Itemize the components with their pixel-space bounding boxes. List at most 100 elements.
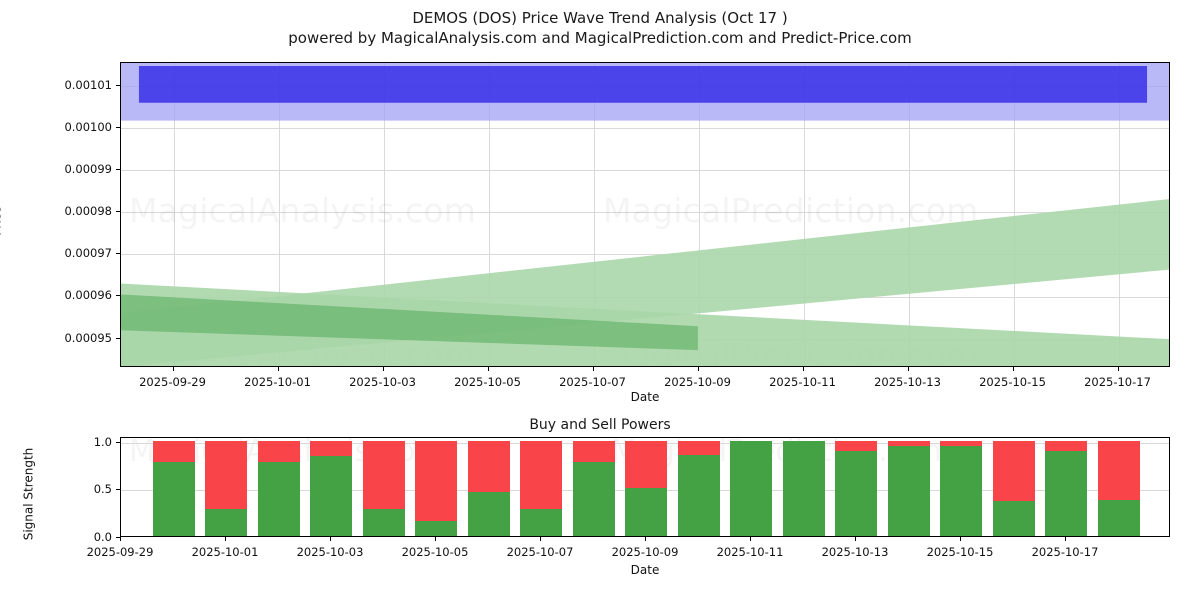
power-bar[interactable] [940, 438, 982, 536]
power-x-tick-mark [750, 537, 751, 541]
power-x-tick-mark [540, 537, 541, 541]
power-chart-plot-area: MagicalAnalysis.com MagicalPrediction.co… [120, 437, 1170, 537]
price-y-tick: 0.00096 [64, 288, 112, 303]
power-bar[interactable] [625, 438, 667, 536]
power-y-tick-mark [116, 441, 120, 443]
power-bar[interactable] [730, 438, 772, 536]
price-chart-plot-area: MagicalAnalysis.com MagicalPrediction.co… [120, 62, 1170, 367]
power-bar[interactable] [362, 438, 405, 536]
band-support-core-dark [121, 294, 698, 351]
power-x-tick: 2025-10-13 [821, 545, 889, 559]
power-bar[interactable] [887, 438, 930, 536]
chart-title: DEMOS (DOS) Price Wave Trend Analysis (O… [412, 9, 788, 27]
power-x-tick-mark [1065, 537, 1066, 541]
power-bar[interactable] [205, 438, 247, 536]
price-x-tick: 2025-10-07 [559, 375, 626, 389]
power-bar[interactable] [835, 438, 877, 536]
price-x-tick-mark [907, 367, 909, 371]
power-x-tick: 2025-09-29 [86, 545, 154, 559]
price-x-tick-mark [697, 367, 699, 371]
price-y-tick: 0.00095 [64, 330, 112, 345]
power-bar[interactable] [257, 438, 300, 536]
price-y-tick-mark [116, 169, 120, 171]
price-x-tick: 2025-10-11 [769, 375, 836, 389]
power-bar[interactable] [467, 438, 510, 536]
power-bar-buy-segment [152, 461, 195, 536]
grid-line-horizontal [121, 254, 1169, 256]
price-x-tick: 2025-10-03 [349, 375, 416, 389]
power-x-tick: 2025-10-15 [926, 545, 994, 559]
price-x-tick: 2025-10-13 [874, 375, 941, 389]
power-x-tick: 2025-10-03 [296, 545, 364, 559]
power-bar[interactable] [520, 438, 562, 536]
power-bar-buy-segment [257, 461, 300, 536]
power-bar-buy-segment [205, 509, 247, 536]
power-x-axis-title: Date [630, 563, 660, 577]
price-x-tick: 2025-10-01 [244, 375, 311, 389]
power-bar-buy-segment [467, 492, 510, 536]
power-x-tick: 2025-10-07 [506, 545, 574, 559]
price-y-tick: 0.00099 [64, 162, 112, 177]
price-x-tick-mark [382, 367, 384, 371]
grid-line-vertical [488, 63, 490, 366]
power-x-tick: 2025-10-17 [1031, 545, 1099, 559]
power-bar-buy-segment [1097, 499, 1140, 536]
power-bar[interactable] [677, 438, 720, 536]
power-x-tick-mark [120, 537, 121, 541]
power-bar[interactable] [782, 438, 825, 536]
price-x-tick-mark [172, 367, 174, 371]
band-upper-resistance-dark [138, 65, 1148, 103]
price-y-tick-mark [116, 127, 120, 129]
power-bar[interactable] [992, 438, 1035, 536]
power-bar[interactable] [1045, 438, 1087, 536]
power-y-tick-mark [116, 537, 120, 538]
price-x-tick: 2025-09-29 [139, 375, 206, 389]
power-x-tick-mark [225, 537, 226, 541]
power-bar[interactable] [572, 438, 615, 536]
power-bar-buy-segment [677, 455, 720, 536]
price-y-tick: 0.00097 [64, 246, 112, 261]
power-x-tick-mark [960, 537, 961, 541]
power-x-tick: 2025-10-09 [611, 545, 679, 559]
power-y-tick: 0.5 [93, 482, 112, 497]
power-bar-sell-segment [415, 440, 457, 536]
power-x-tick-mark [330, 537, 331, 541]
power-bar[interactable] [152, 438, 195, 536]
power-x-tick: 2025-10-01 [191, 545, 259, 559]
grid-line-vertical [803, 63, 805, 366]
price-x-tick: 2025-10-05 [454, 375, 521, 389]
price-x-tick: 2025-10-15 [979, 375, 1046, 389]
grid-line-vertical [173, 63, 175, 366]
price-y-tick-mark [116, 295, 120, 297]
chart-subtitle: powered by MagicalAnalysis.com and Magic… [288, 29, 912, 48]
price-x-tick-mark [487, 367, 489, 371]
power-y-tick-mark [116, 489, 120, 491]
power-bar[interactable] [415, 438, 457, 536]
price-x-tick-mark [1117, 367, 1119, 371]
grid-line-horizontal [121, 170, 1169, 172]
grid-line-horizontal [121, 128, 1169, 130]
power-bar-buy-segment [572, 461, 615, 536]
power-bar-buy-segment [415, 520, 457, 536]
power-bar[interactable] [1097, 438, 1140, 536]
power-bar-buy-segment [835, 451, 877, 536]
price-x-tick: 2025-10-09 [664, 375, 731, 389]
figure-title-block: DEMOS (DOS) Price Wave Trend Analysis (O… [0, 8, 1200, 49]
price-y-tick: 0.00101 [64, 78, 112, 93]
grid-line-horizontal [121, 212, 1169, 214]
grid-line-vertical [908, 63, 910, 366]
price-y-tick-mark [116, 337, 120, 339]
grid-line-vertical [1013, 63, 1015, 366]
grid-line-vertical [383, 63, 385, 366]
price-y-tick: 0.00098 [64, 204, 112, 219]
power-bar-buy-segment [887, 445, 930, 536]
power-bar[interactable] [310, 438, 352, 536]
price-x-tick-mark [592, 367, 594, 371]
price-x-axis-title: Date [630, 390, 660, 404]
power-x-tick-mark [645, 537, 646, 541]
price-y-axis-title: Price [0, 206, 4, 236]
power-y-tick: 0.0 [93, 530, 112, 544]
power-x-tick: 2025-10-05 [401, 545, 469, 559]
price-y-tick-mark [116, 253, 120, 255]
